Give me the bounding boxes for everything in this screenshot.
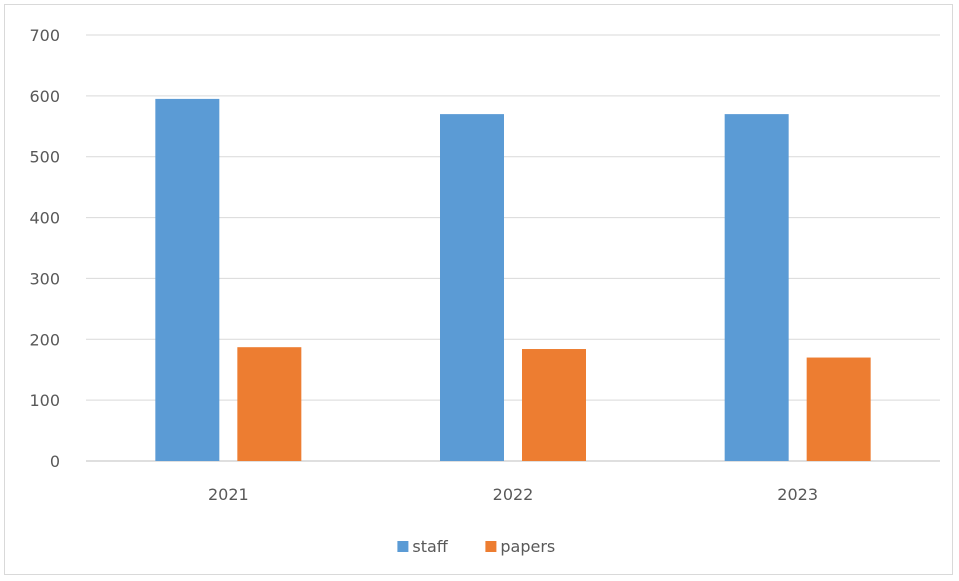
- y-tick-label: 0: [50, 452, 60, 471]
- y-tick-label: 200: [29, 330, 60, 349]
- bar-papers-2023: [807, 358, 871, 461]
- bar-staff-2022: [440, 114, 504, 461]
- bar-staff-2023: [725, 114, 789, 461]
- legend-label-staff: staff: [412, 537, 448, 556]
- x-tick-label: 2023: [777, 485, 818, 504]
- y-tick-label: 600: [29, 87, 60, 106]
- x-tick-label: 2021: [208, 485, 249, 504]
- y-tick-label: 300: [29, 269, 60, 288]
- x-tick-label: 2022: [493, 485, 534, 504]
- legend-label-papers: papers: [500, 537, 555, 556]
- legend: staff papers: [397, 537, 555, 556]
- bars: [155, 99, 870, 461]
- y-tick-label: 700: [29, 26, 60, 45]
- bar-staff-2021: [155, 99, 219, 461]
- legend-swatch-papers: [485, 541, 496, 552]
- y-tick-label: 500: [29, 148, 60, 167]
- bar-papers-2022: [522, 349, 586, 461]
- y-tick-label: 400: [29, 209, 60, 228]
- y-axis-ticks: 0 100 200 300 400 500 600 700: [29, 26, 60, 471]
- x-axis-ticks: 2021 2022 2023: [208, 485, 818, 504]
- bar-papers-2021: [237, 347, 301, 461]
- y-tick-label: 100: [29, 391, 60, 410]
- legend-swatch-staff: [397, 541, 408, 552]
